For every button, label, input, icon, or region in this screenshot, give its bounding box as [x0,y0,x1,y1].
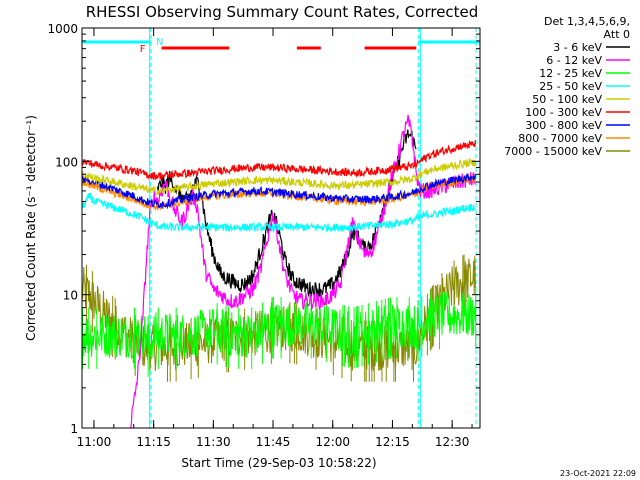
x-axis: 11:00 11:15 11:30 11:45 12:00 12:15 12:30 [77,28,473,449]
y-axis: 1 10 100 1000 [47,22,480,436]
legend-label-8: 7000 - 15000 keV [504,145,602,158]
y-tick-label-1: 10 [63,289,78,303]
legend-label-1: 6 - 12 keV [546,54,602,67]
plot-frame [81,27,481,429]
y-axis-label: Corrected Count Rate (s⁻¹ detector⁻¹) [24,115,38,341]
footer-date: 23-Oct-2021 22:09 [560,469,636,478]
x-axis-label: Start Time (29-Sep-03 10:58:22) [181,456,376,470]
series-line-3 [81,192,476,233]
series-line-2 [81,291,476,360]
chart-title: RHESSI Observing Summary Count Rates, Co… [86,3,479,21]
legend-label-4: 50 - 100 keV [532,93,602,106]
flare-marker-label: F [140,44,146,55]
x-tick-label-3: 11:45 [256,435,291,449]
legend-label-5: 100 - 300 keV [525,106,602,119]
series-line-5 [81,140,476,182]
legend-header-attenuator: Att 0 [604,28,630,41]
x-tick-label-4: 12:00 [315,435,350,449]
series-line-1 [129,114,476,429]
y-tick-label-3: 1000 [47,22,78,36]
legend-label-0: 3 - 6 keV [553,41,602,54]
series-line-0 [157,129,417,298]
series-line-6 [81,173,476,210]
x-tick-label-0: 11:00 [77,435,112,449]
legend-label-6: 300 - 800 keV [525,119,602,132]
x-tick-label-6: 12:30 [435,435,470,449]
x-tick-label-1: 11:15 [136,435,171,449]
y-tick-label-0: 1 [70,422,78,436]
x-tick-label-2: 11:30 [196,435,231,449]
legend-label-2: 12 - 25 keV [539,67,602,80]
series-line-4 [81,157,476,196]
series-layer [81,114,477,429]
legend-label-7: 800 - 7000 keV [518,132,602,145]
x-tick-label-5: 12:15 [375,435,410,449]
legend-label-3: 25 - 50 keV [539,80,602,93]
night-bar-label-0: N [156,37,163,48]
y-tick-label-2: 100 [55,155,78,169]
legend-header-detectors: Det 1,3,4,5,6,9, [544,15,630,28]
